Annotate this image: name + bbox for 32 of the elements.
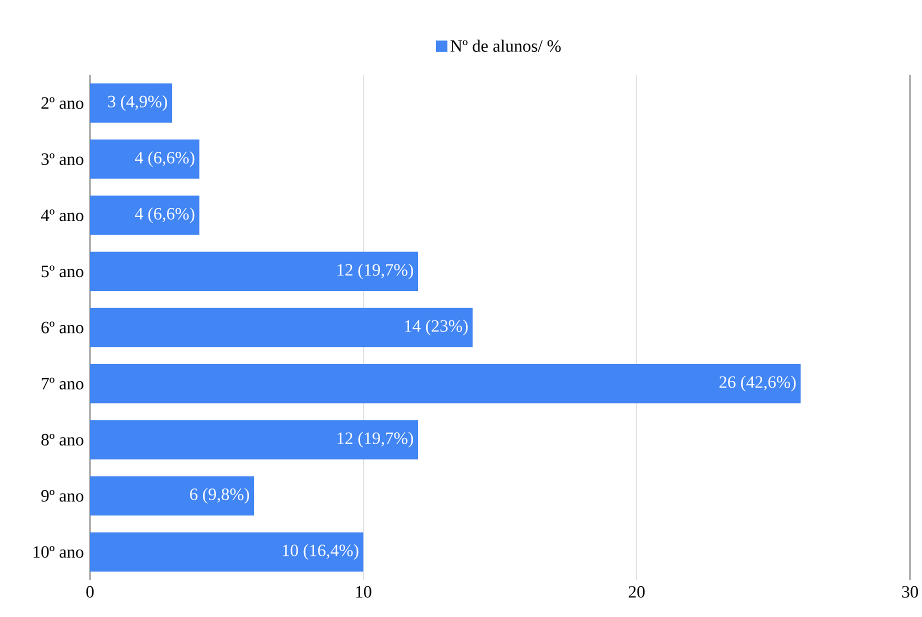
y-tick-label: 7º ano [42,378,84,390]
x-tick-label: 30 [902,586,918,598]
bar [90,532,364,572]
data-label: 4 (6,6%) [134,207,194,224]
y-tick-label: 6º ano [41,322,84,334]
x-tick-label: 0 [86,586,94,598]
data-label: 12 (19,7%) [338,264,413,280]
bar [90,420,418,460]
bar [90,476,254,516]
y-tick-label: 2º ano [41,97,84,109]
y-tick-label: 3º ano [42,153,84,165]
legend-label: Nº de alunos/ % [450,40,561,52]
data-label: 14 (23%) [405,320,468,336]
bar [90,83,172,123]
data-label: 3 (4,9%) [108,95,167,111]
data-label: 4 (6,6%) [134,151,194,167]
bar [90,308,473,348]
y-tick-label: 8º ano [41,434,84,446]
data-label: 6 (9,8%) [190,488,249,504]
data-label: 10 (16,4%) [282,544,358,560]
y-tick-label: 4º ano [41,209,84,222]
y-tick-label: 5º ano [42,266,84,278]
y-tick-label: 9º ano [41,490,84,502]
data-label: 26 (42,6%) [719,376,796,392]
y-tick-label: 10º ano [34,546,84,558]
x-tick-label: 20 [628,586,645,598]
x-tick-label: 10 [356,586,372,598]
bar [90,252,418,292]
bar [90,140,200,179]
bar [90,364,801,404]
bar [90,196,200,235]
data-label: 12 (19,7%) [338,432,413,448]
